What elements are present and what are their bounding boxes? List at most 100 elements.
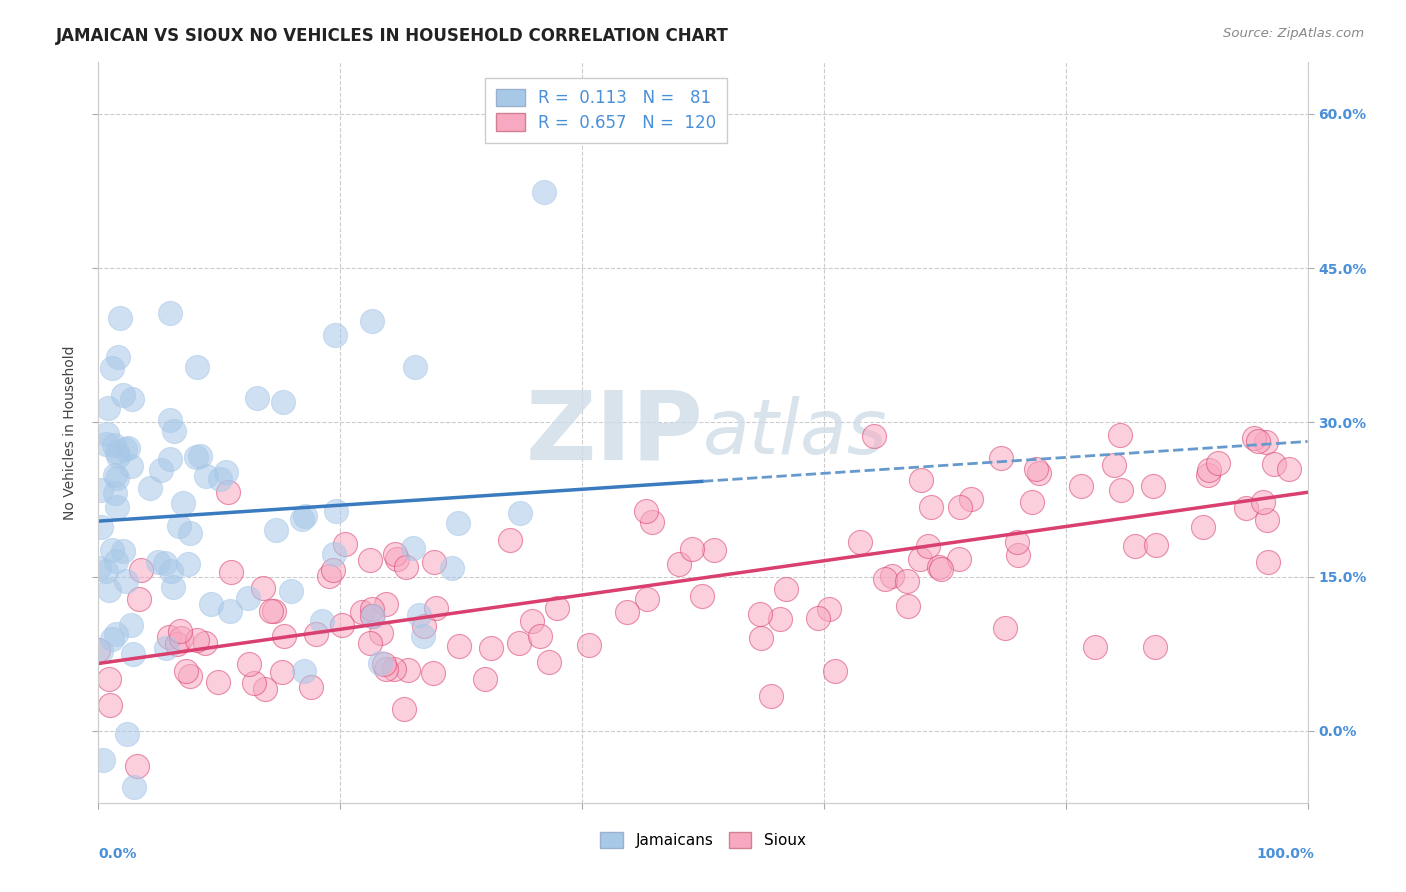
Point (105, 471, 128, 485)
Point (112, 544, 135, 558)
Text: ZIP: ZIP (524, 386, 703, 479)
Point (291, 511, 314, 525)
Point (121, 392, 143, 406)
Point (97, 583, 120, 598)
Point (441, 561, 464, 575)
Point (1198, 463, 1220, 477)
Point (508, 636, 530, 650)
Point (538, 655, 561, 669)
Point (322, 563, 344, 577)
Point (325, 504, 347, 518)
Point (263, 604, 285, 618)
Point (125, 759, 148, 773)
Point (361, 314, 384, 328)
Point (246, 391, 269, 405)
Point (162, 581, 184, 595)
Point (305, 627, 328, 641)
Point (509, 506, 531, 520)
Point (818, 602, 841, 616)
Point (413, 619, 436, 633)
Point (1278, 462, 1301, 476)
Point (368, 656, 391, 670)
Point (897, 599, 920, 614)
Point (280, 584, 302, 599)
Point (928, 560, 950, 574)
Point (273, 629, 295, 643)
Point (122, 780, 145, 795)
Point (994, 621, 1017, 635)
Point (271, 395, 294, 409)
Point (949, 500, 972, 514)
Point (129, 563, 152, 577)
Point (89, 560, 111, 574)
Point (162, 424, 184, 438)
Point (128, 592, 150, 607)
Point (254, 681, 277, 696)
Point (529, 629, 551, 643)
Point (311, 614, 333, 628)
Point (382, 662, 405, 676)
Point (155, 641, 177, 656)
Point (111, 388, 134, 402)
Point (873, 572, 896, 586)
Point (474, 673, 496, 687)
Point (103, 438, 125, 452)
Point (990, 451, 1012, 466)
Text: 100.0%: 100.0% (1257, 847, 1315, 862)
Point (172, 496, 194, 510)
Point (323, 327, 346, 342)
Point (1007, 548, 1029, 562)
Point (299, 680, 322, 694)
Point (395, 560, 418, 574)
Point (179, 669, 201, 683)
Text: atlas: atlas (703, 396, 887, 469)
Point (863, 429, 886, 443)
Point (100, 632, 122, 646)
Point (1197, 468, 1219, 483)
Point (322, 547, 344, 561)
Point (330, 617, 353, 632)
Point (616, 605, 638, 619)
Point (114, 574, 136, 589)
Point (520, 614, 543, 628)
Point (948, 552, 970, 566)
Point (408, 607, 430, 622)
Point (153, 556, 176, 570)
Point (394, 702, 416, 716)
Point (546, 600, 568, 615)
Point (423, 555, 446, 569)
Point (157, 630, 180, 644)
Point (641, 515, 664, 529)
Point (194, 469, 217, 483)
Point (1142, 479, 1164, 493)
Point (90, 643, 112, 657)
Point (169, 632, 191, 646)
Point (104, 486, 127, 500)
Point (385, 551, 408, 566)
Point (1102, 458, 1125, 472)
Point (374, 597, 396, 611)
Point (1109, 483, 1132, 497)
Point (636, 592, 658, 607)
Point (751, 631, 773, 645)
Point (1143, 640, 1166, 654)
Point (159, 413, 181, 427)
Point (104, 554, 127, 568)
Point (146, 556, 169, 570)
Point (294, 509, 316, 524)
Point (150, 463, 173, 477)
Point (318, 569, 340, 583)
Point (184, 450, 207, 464)
Point (1108, 428, 1130, 442)
Text: 0.0%: 0.0% (98, 847, 136, 862)
Point (159, 306, 181, 320)
Point (668, 557, 690, 571)
Point (114, 442, 136, 456)
Point (425, 600, 447, 615)
Y-axis label: No Vehicles in Household: No Vehicles in Household (63, 345, 77, 520)
Point (107, 449, 129, 463)
Point (292, 664, 315, 678)
Point (350, 605, 373, 619)
Point (775, 582, 797, 597)
Point (101, 543, 124, 558)
